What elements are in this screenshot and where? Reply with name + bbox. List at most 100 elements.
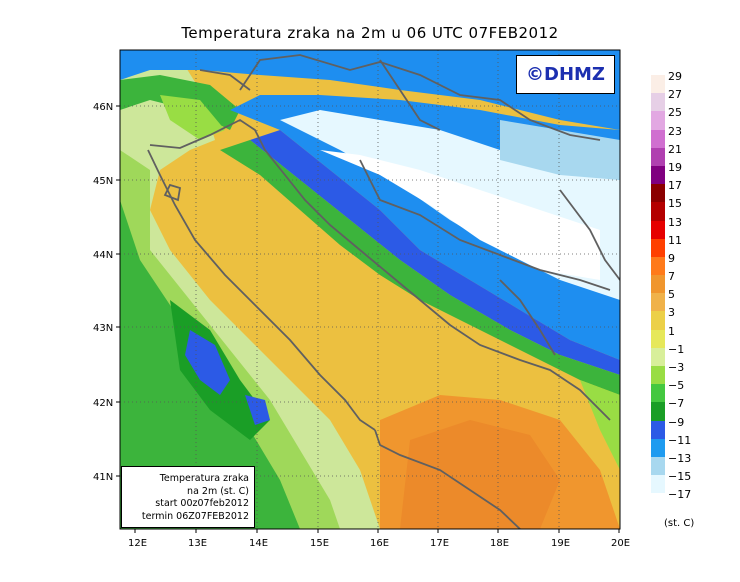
lat-label: 45N <box>93 176 113 187</box>
legend-swatch <box>651 366 665 385</box>
lon-label: 19E <box>551 538 570 549</box>
legend-entry: 3 <box>651 306 740 330</box>
legend-label: 17 <box>668 179 682 193</box>
legend-label: 23 <box>668 124 682 138</box>
legend-label: 21 <box>668 142 682 156</box>
legend-swatch <box>651 329 665 348</box>
legend-entry: 17 <box>651 179 740 203</box>
lon-label: 18E <box>490 538 509 549</box>
legend-entry: 9 <box>651 252 740 276</box>
legend-label: 25 <box>668 106 682 120</box>
legend-label: 29 <box>668 70 682 83</box>
legend-entry: 29 <box>651 70 740 94</box>
lon-label: 14E <box>249 538 268 549</box>
lon-label: 12E <box>128 538 147 549</box>
legend-swatch <box>651 184 665 203</box>
info-line: termin 06Z07FEB2012 <box>141 510 249 522</box>
legend-label: 7 <box>668 270 675 284</box>
legend-entry: −13 <box>651 452 740 476</box>
legend-swatch <box>651 275 665 294</box>
legend-entry: −5 <box>651 379 740 403</box>
legend-entry: 15 <box>651 197 740 221</box>
legend-label: −17 <box>668 488 692 502</box>
lat-label: 42N <box>93 398 113 409</box>
lat-lon-grid <box>120 50 620 529</box>
legend-entry: 11 <box>651 234 740 257</box>
legend-swatch <box>651 475 665 494</box>
legend-swatch <box>651 111 665 130</box>
legend-swatch <box>651 384 665 403</box>
legend-label: −15 <box>668 470 692 484</box>
legend-label: −5 <box>668 379 685 393</box>
legend-label: −11 <box>668 433 692 447</box>
legend-swatch <box>651 311 665 330</box>
legend-swatch <box>651 202 665 221</box>
lon-label: 17E <box>430 538 449 549</box>
legend-swatch <box>651 165 665 185</box>
legend-label: 11 <box>668 233 682 247</box>
legend-swatch <box>651 256 665 276</box>
lat-label: 41N <box>93 472 113 483</box>
legend-swatch <box>651 75 665 94</box>
legend-swatch <box>651 402 665 421</box>
legend-label: −9 <box>668 415 685 429</box>
legend-label: 13 <box>668 215 682 229</box>
lon-label: 15E <box>310 538 329 549</box>
legend-entry: −3 <box>651 361 740 385</box>
legend-label: 19 <box>668 160 682 174</box>
legend-entry: 13 <box>651 216 740 239</box>
info-box: Temperatura zraka na 2m (st. C) start 00… <box>121 466 255 528</box>
legend-swatch <box>651 438 665 457</box>
coastlines-borders <box>147 54 620 529</box>
temperature-field <box>120 50 620 529</box>
legend-swatch <box>651 456 665 476</box>
legend-label: −1 <box>668 342 685 356</box>
legend-label: 1 <box>668 324 675 338</box>
lat-label: 44N <box>93 250 113 261</box>
legend-entry: 23 <box>651 125 740 148</box>
plot-frame <box>119 49 621 530</box>
legend-entry: −17 <box>651 488 740 512</box>
legend-label: −13 <box>668 451 692 465</box>
legend-swatch <box>651 347 665 366</box>
legend-label: −3 <box>668 361 685 374</box>
legend-entry: 25 <box>651 106 740 130</box>
legend-unit: (st. C) <box>664 518 695 529</box>
legend-swatch <box>651 238 665 257</box>
legend-label: −7 <box>668 397 685 411</box>
legend-label: 3 <box>668 306 675 320</box>
legend-label: 5 <box>668 288 675 302</box>
legend-label: 15 <box>668 197 682 211</box>
legend-entry: −7 <box>651 397 740 421</box>
info-line: start 00z07feb2012 <box>155 498 249 509</box>
map-title: Temperatura zraka na 2m u 06 UTC 07FEB20… <box>181 24 559 42</box>
legend-swatch <box>651 493 665 512</box>
lat-label: 43N <box>93 323 113 334</box>
legend-label: 27 <box>668 88 682 102</box>
lon-label: 20E <box>611 538 630 549</box>
legend-label: 9 <box>668 251 675 265</box>
legend-entry: −11 <box>651 434 740 457</box>
legend-entry: −15 <box>651 470 740 494</box>
legend-entry: 1 <box>651 325 740 348</box>
legend-entry: 21 <box>651 143 740 166</box>
lon-label: 13E <box>188 538 207 549</box>
legend-swatch <box>651 93 665 112</box>
legend-entry: 7 <box>651 270 740 294</box>
legend-entry: 5 <box>651 288 740 312</box>
legend-entry: −9 <box>651 416 740 439</box>
dhmz-logo: ©DHMZ <box>516 55 615 94</box>
legend-swatch <box>651 220 665 239</box>
info-line: na 2m (st. C) <box>187 485 249 497</box>
legend-entry: 19 <box>651 161 740 185</box>
legend-swatch <box>651 420 665 439</box>
legend-entry: 27 <box>651 88 740 112</box>
legend-swatch <box>651 293 665 312</box>
lon-label: 16E <box>370 538 389 549</box>
legend-entry: −1 <box>651 343 740 366</box>
lat-label: 46N <box>93 102 113 113</box>
info-line: Temperatura zraka <box>159 473 249 484</box>
legend-swatch <box>651 129 665 148</box>
color-legend: 29 27 25 23 21 19 17 15 13 11 9 7 5 3 1 −1 −3 −5 −7 −9 −11 −1… <box>651 70 740 512</box>
